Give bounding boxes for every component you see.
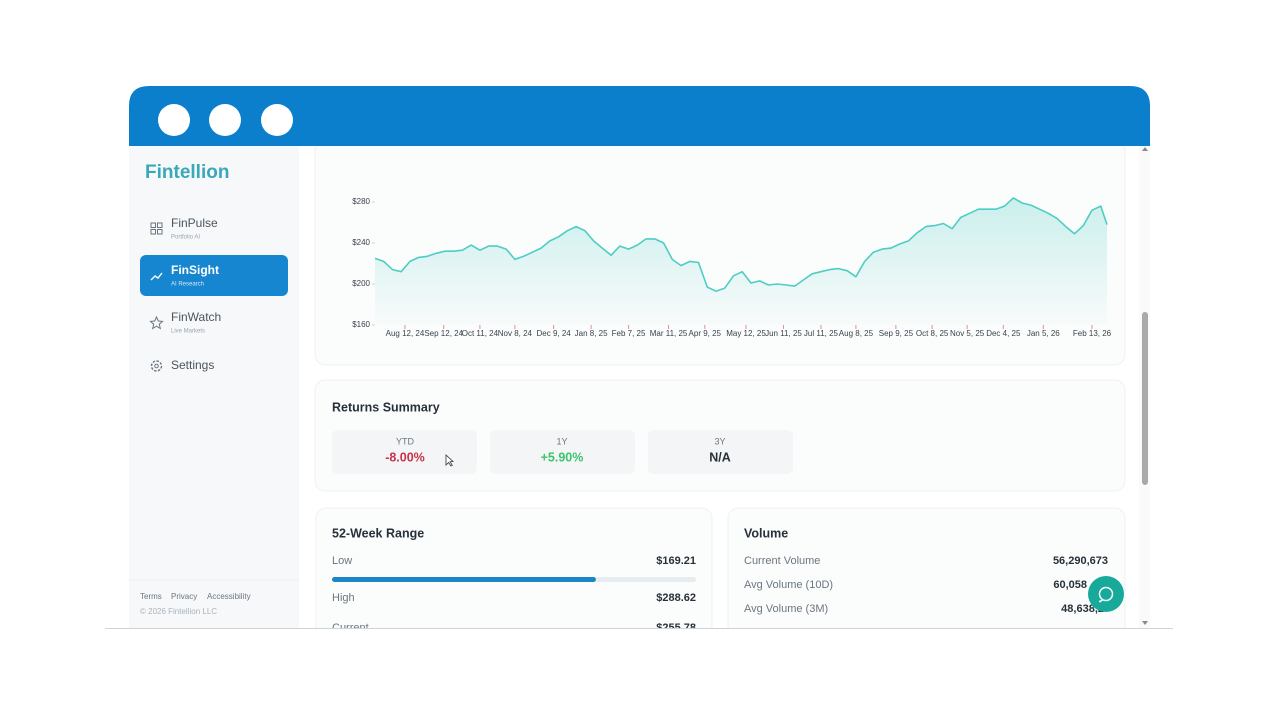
x-tick-label: Jul 11, 25 xyxy=(804,329,839,338)
nav-sub: AI Research xyxy=(171,282,204,288)
x-tick-label: Aug 8, 25 xyxy=(839,329,874,338)
nav-label: FinWatch xyxy=(171,310,221,324)
nav-sub: Live Markets xyxy=(171,329,205,335)
y-tick-label: $240 xyxy=(352,238,370,247)
window-dot[interactable] xyxy=(158,104,190,136)
brand: Fintellion xyxy=(145,162,229,183)
y-tick-label: $160 xyxy=(352,320,370,329)
return-label: YTD xyxy=(396,436,415,446)
nav-item-active[interactable]: FinSight AI Research xyxy=(140,255,288,296)
nav-highlight xyxy=(140,255,288,296)
y-tick-label: $280 xyxy=(352,197,370,206)
return-label: 3Y xyxy=(714,436,725,446)
return-label: 1Y xyxy=(556,436,567,446)
card-title: Returns Summary xyxy=(332,400,440,414)
volume-card xyxy=(727,507,1126,628)
app: Fintellion FinPulse Portfolio AI FinSigh… xyxy=(129,146,1150,634)
row-label: Low xyxy=(332,555,352,567)
area-fill xyxy=(375,197,1107,325)
nav-sub: Portfolio AI xyxy=(171,235,200,241)
window-dot[interactable] xyxy=(209,104,241,136)
x-tick-label: Feb 13, 26 xyxy=(1073,329,1112,338)
x-tick-label: Jan 8, 25 xyxy=(575,329,608,338)
x-tick-label: Aug 12, 24 xyxy=(386,329,425,338)
row-label: High xyxy=(332,592,355,604)
row-value: $255.78 xyxy=(656,622,696,634)
row-label: Avg Volume (3M) xyxy=(744,603,828,615)
row-label: Current Volume xyxy=(744,555,820,567)
mouse-cursor xyxy=(445,454,454,467)
footer-link[interactable]: Accessibility xyxy=(207,592,251,601)
icon xyxy=(154,363,159,369)
return-value: +5.90% xyxy=(541,450,584,464)
icon xyxy=(157,229,163,235)
footer-link[interactable]: Privacy xyxy=(171,592,197,601)
scroll-down[interactable] xyxy=(1142,621,1148,625)
range-fill xyxy=(332,577,596,582)
return-tile xyxy=(332,430,477,474)
nav-item[interactable]: FinPulse Portfolio AI xyxy=(150,216,218,241)
x-tick-label: Jun 11, 25 xyxy=(765,329,802,338)
x-tick-label: Dec 4, 25 xyxy=(986,329,1021,338)
icon xyxy=(157,222,163,228)
return-value: -8.00% xyxy=(385,450,425,464)
icon xyxy=(150,222,156,228)
x-tick-label: Oct 11, 24 xyxy=(462,329,499,338)
x-tick-label: Feb 7, 25 xyxy=(612,329,646,338)
chat-button[interactable] xyxy=(1088,576,1124,612)
return-value: N/A xyxy=(709,450,731,464)
row-value: 56,290,673 xyxy=(1053,555,1108,567)
range-card xyxy=(315,507,713,628)
icon xyxy=(149,315,164,330)
x-tick-label: Dec 9, 24 xyxy=(537,329,572,338)
nav-label: FinSight xyxy=(171,263,219,277)
x-tick-label: Nov 8, 24 xyxy=(498,329,533,338)
x-tick-label: Oct 8, 25 xyxy=(916,329,949,338)
scroll-up[interactable] xyxy=(1142,147,1148,151)
icon xyxy=(150,272,163,281)
row-label: Current xyxy=(332,622,369,634)
x-tick-label: Nov 5, 25 xyxy=(950,329,985,338)
window-dot[interactable] xyxy=(261,104,293,136)
nav-label: FinPulse xyxy=(171,216,218,230)
x-tick-label: Mar 11, 25 xyxy=(650,329,688,338)
return-tile xyxy=(490,430,635,474)
scrollbar-thumb[interactable] xyxy=(1142,312,1148,485)
footer-link[interactable]: Terms xyxy=(140,592,162,601)
nav-label: Settings xyxy=(171,358,214,372)
row-value: 60,058 xyxy=(1053,579,1087,591)
card-title: Volume xyxy=(744,526,788,540)
x-tick-label: Sep 9, 25 xyxy=(879,329,914,338)
icon xyxy=(150,229,156,235)
card-title: 52-Week Range xyxy=(332,526,424,540)
title-bar xyxy=(129,86,1150,146)
price-line xyxy=(374,197,1108,292)
row-value: $169.21 xyxy=(656,555,696,567)
x-tick-label: Sep 12, 24 xyxy=(424,329,463,338)
x-tick-label: Apr 9, 25 xyxy=(689,329,722,338)
icon xyxy=(150,360,163,372)
nav-item[interactable]: Settings xyxy=(150,358,215,372)
x-tick-label: May 12, 25 xyxy=(726,329,766,338)
x-tick-label: Jan 5, 26 xyxy=(1027,329,1060,338)
nav-item[interactable]: FinWatch Live Markets xyxy=(149,310,222,335)
return-tile xyxy=(648,430,793,474)
copyright: © 2026 Fintellion LLC xyxy=(140,607,217,616)
row-label: Avg Volume (10D) xyxy=(744,579,833,591)
y-tick-label: $200 xyxy=(352,279,370,288)
row-value: $288.62 xyxy=(656,592,696,604)
